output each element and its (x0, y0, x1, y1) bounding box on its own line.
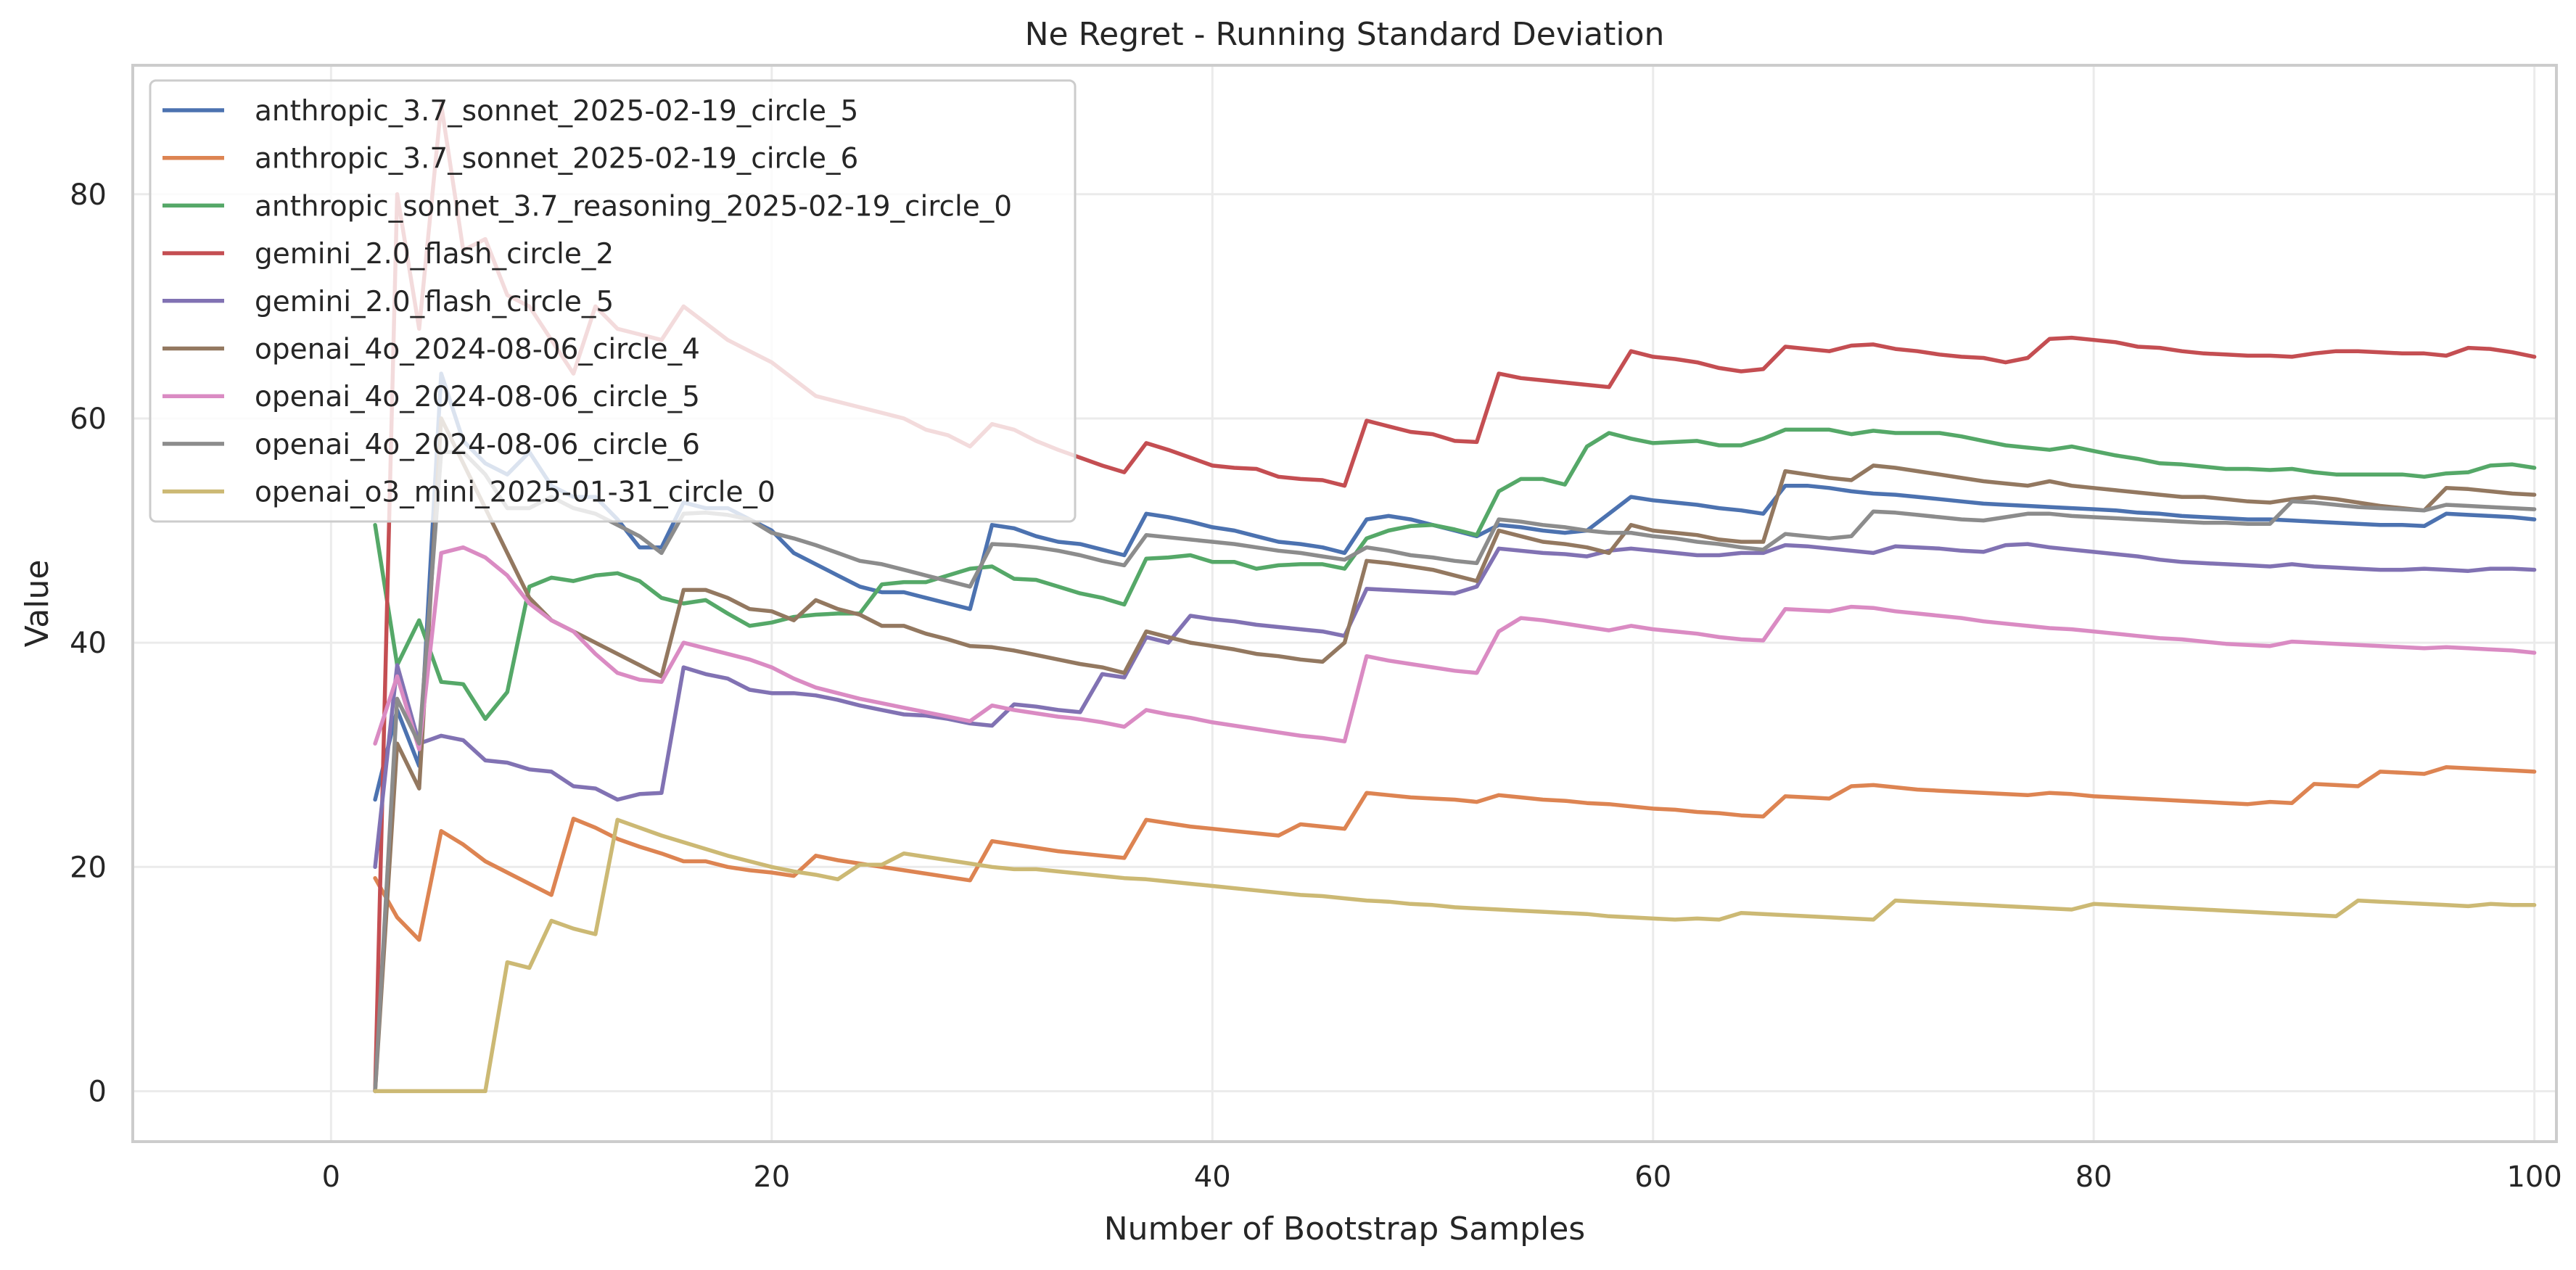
chart-title: Ne Regret - Running Standard Deviation (1025, 16, 1665, 53)
y-axis-ticks: 0 20 40 60 80 (70, 178, 107, 1109)
grid-lines (133, 65, 2556, 1142)
x-axis-ticks: 0 20 40 60 80 100 (322, 1160, 2562, 1194)
legend-label: openai_4o_2024-08-06_circle_5 (255, 381, 700, 413)
legend-label: anthropic_sonnet_3.7_reasoning_2025-02-1… (255, 190, 1012, 223)
series-line (373, 545, 2537, 751)
x-tick-label: 60 (1634, 1160, 1671, 1194)
series-line (373, 416, 2537, 1094)
y-axis-label: Value (19, 560, 56, 648)
x-tick-label: 20 (753, 1160, 790, 1194)
y-tick-label: 40 (70, 627, 107, 660)
x-axis-label: Number of Bootstrap Samples (1104, 1211, 1585, 1248)
series-line (373, 817, 2537, 1094)
legend-box (149, 79, 1077, 523)
x-tick-label: 40 (1194, 1160, 1231, 1194)
legend-label: anthropic_3.7_sonnet_2025-02-19_circle_5 (255, 95, 858, 128)
x-tick-label: 0 (322, 1160, 340, 1194)
legend-label: gemini_2.0_flash_circle_5 (255, 286, 614, 318)
y-tick-label: 80 (70, 178, 107, 212)
x-tick-label: 80 (2075, 1160, 2112, 1194)
legend-label: openai_4o_2024-08-06_circle_4 (255, 334, 700, 366)
legend-label: anthropic_3.7_sonnet_2025-02-19_circle_6 (255, 143, 858, 176)
series-line (373, 764, 2537, 942)
legend-label: openai_o3_mini_2025-01-31_circle_0 (255, 477, 775, 509)
y-tick-label: 20 (70, 851, 107, 884)
legend: anthropic_3.7_sonnet_2025-02-19_circle_5… (149, 79, 1077, 523)
legend-label: gemini_2.0_flash_circle_2 (255, 238, 614, 271)
y-tick-label: 60 (70, 403, 107, 436)
series-line (373, 427, 2537, 721)
plot-frame (131, 64, 2558, 1143)
x-tick-label: 100 (2506, 1160, 2561, 1194)
series-line (373, 542, 2537, 870)
legend-label: openai_4o_2024-08-06_circle_6 (255, 429, 700, 461)
y-tick-label: 0 (89, 1075, 107, 1108)
